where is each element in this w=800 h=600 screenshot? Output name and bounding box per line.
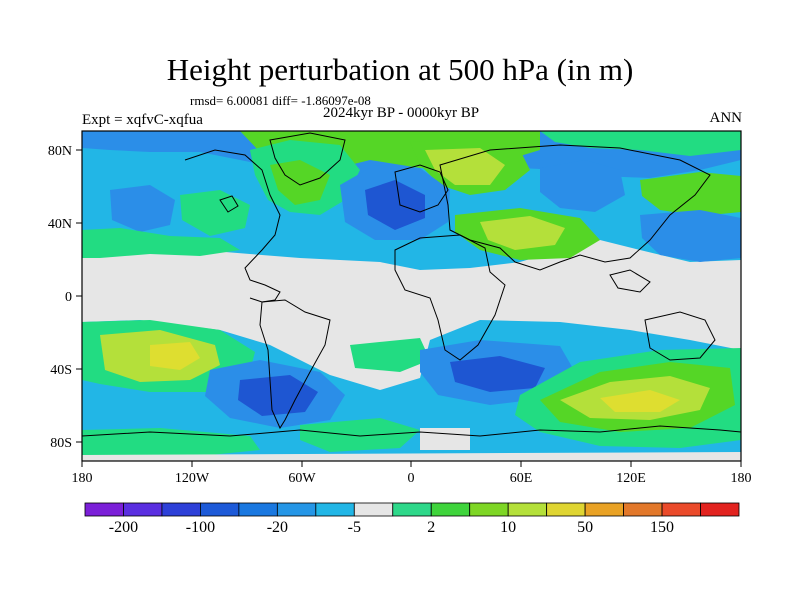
lat-label: 80S (50, 436, 72, 451)
coastline-hudson-bay (219, 195, 239, 213)
season-label: ANN (709, 110, 743, 126)
experiment-label: Expt = xqfvC-xqfua (82, 112, 203, 128)
field-region (420, 428, 470, 450)
lon-label: 0 (408, 471, 415, 486)
coastline-asia (439, 144, 711, 271)
field-region (180, 190, 250, 236)
field-region (480, 216, 565, 250)
coastline-north-america (184, 149, 281, 303)
colorbar-labels: -200 -100 -20 -5 2 10 50 150 (109, 519, 674, 536)
lon-label: 120E (616, 471, 646, 486)
perturbation-field (82, 131, 741, 461)
colorbar-label: 50 (577, 519, 593, 536)
coastline-south-america (259, 299, 331, 430)
coastline-greenland (269, 132, 346, 186)
field-region (300, 418, 420, 452)
colorbar-swatch (661, 502, 701, 517)
field-region (640, 172, 741, 216)
coastlines (82, 132, 741, 437)
colorbar-swatch (123, 502, 163, 517)
lat-label: 0 (65, 290, 72, 305)
colorbar-label: -200 (109, 519, 138, 536)
lon-label: 180 (731, 471, 752, 486)
field-region (82, 228, 240, 258)
coastline-europe (394, 164, 449, 213)
lon-label: 60W (288, 471, 316, 486)
colorbar-swatch (623, 502, 663, 517)
field-region (82, 452, 741, 461)
coastline-maritime-continent (609, 269, 651, 293)
field-region (540, 160, 625, 212)
colorbar-label: 150 (650, 519, 674, 536)
lat-label: 40N (48, 217, 72, 232)
field-region (540, 131, 741, 156)
colorbar (84, 502, 740, 517)
colorbar-swatch (584, 502, 624, 517)
colorbar-label: -100 (186, 519, 215, 536)
colorbar-swatch (276, 502, 317, 517)
colorbar-label: -5 (348, 519, 361, 536)
field-region (600, 390, 680, 412)
period-label: 2024kyr BP - 0000kyr BP (323, 105, 480, 121)
colorbar-swatch (546, 502, 586, 517)
colorbar-swatch (469, 502, 509, 517)
lon-label: 180 (72, 471, 93, 486)
colorbar-label: 10 (500, 519, 516, 536)
field-region (350, 338, 430, 372)
field-region (365, 180, 425, 230)
field-region (110, 185, 175, 232)
field-region (425, 148, 505, 185)
colorbar-swatch (430, 502, 471, 517)
coastline-australia (644, 311, 716, 361)
colorbar-swatch (84, 502, 124, 517)
colorbar-swatch (700, 502, 740, 517)
field-region (150, 342, 200, 370)
colorbar-swatch (507, 502, 548, 517)
lat-label: 80N (48, 144, 72, 159)
colorbar-swatch (315, 502, 355, 517)
map-title: Height perturbation at 500 hPa (in m) (166, 52, 634, 87)
colorbar-swatch (200, 502, 240, 517)
colorbar-swatch (161, 502, 201, 517)
map-panel (82, 131, 741, 461)
field-region (238, 375, 318, 416)
field-region (640, 210, 741, 262)
colorbar-swatch (353, 502, 394, 517)
field-region (270, 160, 330, 205)
lon-label: 60E (510, 471, 533, 486)
colorbar-label: 2 (427, 519, 435, 536)
longitude-axis (81, 461, 742, 467)
lon-label: 120W (175, 471, 210, 486)
statistics-label: rmsd= 6.00081 diff= -1.86097e-08 (190, 93, 371, 108)
lat-label: 40S (50, 363, 72, 378)
latitude-axis (76, 149, 82, 443)
colorbar-swatch (238, 502, 278, 517)
coastline-antarctica (82, 425, 741, 437)
colorbar-swatch (392, 502, 432, 517)
colorbar-label: -20 (267, 519, 288, 536)
field-region (450, 356, 545, 392)
